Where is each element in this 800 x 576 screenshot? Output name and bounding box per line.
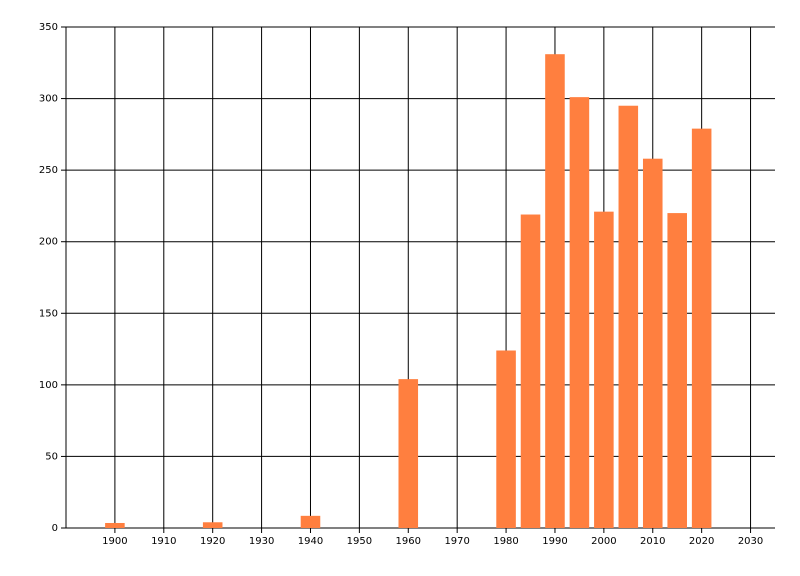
- x-tick-label: 1980: [493, 536, 518, 547]
- x-tick-label: 1930: [249, 536, 274, 547]
- bar: [667, 213, 687, 529]
- y-tick-label: 350: [39, 22, 58, 33]
- bar: [520, 214, 541, 528]
- x-tick-label: 1960: [396, 536, 421, 547]
- x-tick-label: 2030: [738, 536, 763, 547]
- y-tick-label: 150: [39, 308, 58, 319]
- bar: [496, 350, 516, 528]
- x-tick-label: 1950: [347, 536, 372, 547]
- x-tick-label: 1940: [298, 536, 323, 547]
- y-tick-label: 300: [39, 94, 58, 105]
- y-tick-label: 250: [39, 165, 58, 176]
- x-tick-label: 1920: [200, 536, 225, 547]
- bar: [202, 522, 223, 528]
- bar: [642, 158, 663, 529]
- x-tick-label: 1900: [102, 536, 127, 547]
- bar: [105, 522, 125, 528]
- x-tick-label: 1970: [444, 536, 469, 547]
- bar: [691, 128, 712, 529]
- bar: [594, 211, 614, 528]
- bar: [300, 515, 321, 528]
- bar: [569, 97, 590, 528]
- x-tick-label: 2000: [591, 536, 616, 547]
- bar: [618, 105, 639, 528]
- y-tick-label: 50: [45, 451, 58, 462]
- x-tick-label: 2020: [689, 536, 714, 547]
- y-tick-label: 100: [39, 380, 58, 391]
- x-tick-label: 1910: [151, 536, 176, 547]
- x-tick-label: 2010: [640, 536, 665, 547]
- bar: [545, 54, 565, 528]
- y-tick-label: 200: [39, 237, 58, 248]
- bar: [398, 379, 419, 528]
- y-tick-label: 0: [52, 523, 58, 534]
- x-tick-label: 1990: [542, 536, 567, 547]
